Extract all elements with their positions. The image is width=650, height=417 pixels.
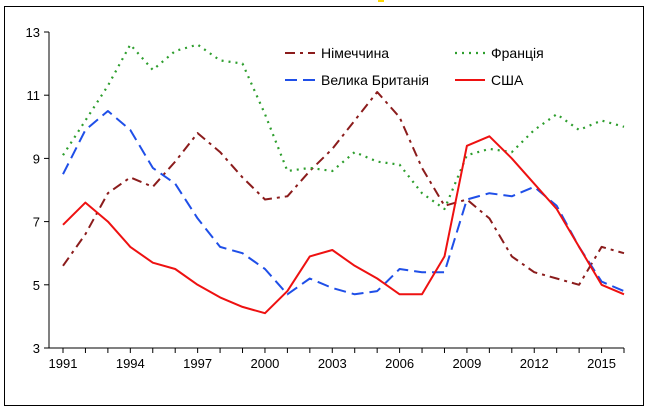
x-tick-label: 2015 <box>587 356 616 371</box>
x-tick-label: 2012 <box>520 356 549 371</box>
legend-label-1: Франція <box>491 45 544 61</box>
highlight-mark <box>378 0 384 2</box>
legend: Німеччина Франція Велика Британія США <box>285 45 544 88</box>
x-tick-label: 2000 <box>250 356 279 371</box>
x-tick-label: 2006 <box>385 356 414 371</box>
y-tick-label: 3 <box>33 341 40 356</box>
series-line-2 <box>62 110 625 296</box>
y-tick-label: 5 <box>33 278 40 293</box>
legend-label-2: Велика Британія <box>321 72 429 88</box>
series-line-3 <box>62 135 625 315</box>
chart-frame <box>4 6 644 406</box>
legend-label-0: Німеччина <box>321 45 389 61</box>
x-tick-label: 1994 <box>116 356 145 371</box>
legend-label-3: США <box>491 72 524 88</box>
axes: 3 5 7 9 11 13 1991 1994 1997 2000 2003 2006 2009 2012… <box>26 25 625 371</box>
y-tick-label: 9 <box>33 151 40 166</box>
x-tick-label: 1991 <box>49 356 78 371</box>
y-tick-label: 13 <box>26 25 40 40</box>
x-tick-label: 2003 <box>318 356 347 371</box>
series-layer <box>62 43 625 315</box>
y-tick-label: 11 <box>27 88 41 103</box>
x-tick-label: 1997 <box>183 356 212 371</box>
y-tick-label: 7 <box>33 215 40 230</box>
series-line-0 <box>62 91 625 286</box>
x-tick-label: 2009 <box>452 356 481 371</box>
series-line-1 <box>62 43 625 211</box>
